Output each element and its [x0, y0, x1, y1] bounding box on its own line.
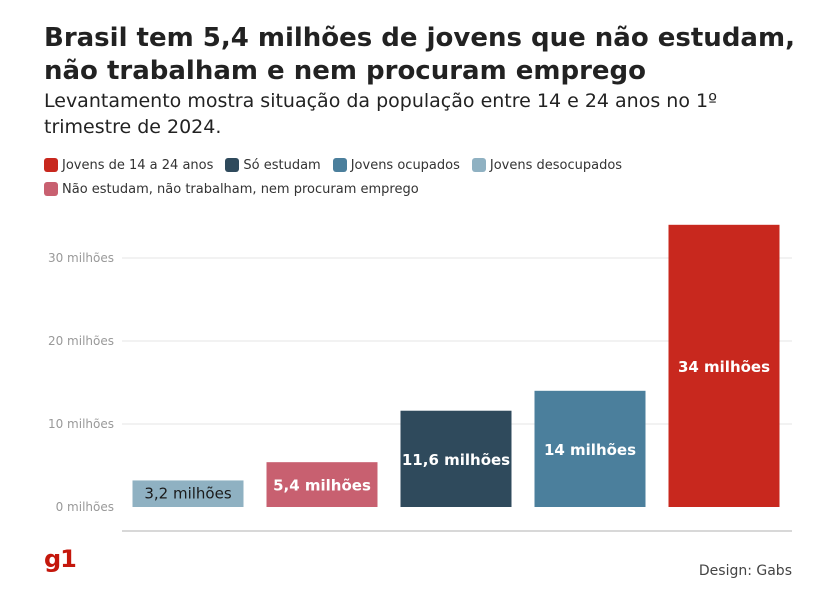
legend-item-ocupados: Jovens ocupados [332, 157, 460, 173]
bar-data-label: 11,6 milhões [402, 451, 510, 469]
y-tick-label: 0 milhões [56, 500, 114, 514]
bar-data-label: 3,2 milhões [144, 485, 231, 503]
legend: Jovens de 14 a 24 anos Só estudam Jovens… [44, 157, 784, 197]
g1-logo: g1 [44, 545, 77, 573]
y-tick-label: 10 milhões [48, 417, 114, 431]
chart-subtitle: Levantamento mostra situação da populaçã… [44, 90, 718, 138]
y-tick-label: 20 milhões [48, 334, 114, 348]
legend-label: Jovens ocupados [350, 157, 460, 173]
bar-data-label: 5,4 milhões [273, 477, 371, 495]
legend-label: Jovens de 14 a 24 anos [62, 157, 214, 173]
bar [266, 462, 378, 507]
legend-label: Não estudam, não trabalham, nem procuram… [62, 181, 419, 197]
legend-item-so-estudam: Só estudam [225, 157, 321, 173]
legend-swatch [225, 158, 240, 172]
legend-item-nem-nem: Não estudam, não trabalham, nem procuram… [44, 181, 419, 197]
legend-item-desocupados: Jovens desocupados [471, 157, 623, 173]
legend-swatch [44, 158, 58, 172]
chart-title: Brasil tem 5,4 milhões de jovens que não… [44, 23, 795, 86]
legend-swatch [44, 182, 58, 196]
bar [400, 410, 512, 507]
legend-label: Só estudam [243, 157, 321, 173]
legend-item-jovens-14-24: Jovens de 14 a 24 anos [44, 157, 213, 173]
bar-chart: 0 milhões 10 milhões 20 milhões 30 milhões 3… [48, 224, 792, 532]
legend-swatch [332, 158, 347, 172]
bar-data-label: 34 milhões [678, 358, 770, 376]
legend-label: Jovens desocupados [489, 157, 623, 173]
bar-data-label: 14 milhões [544, 441, 636, 459]
bar [132, 480, 244, 507]
legend-swatch [471, 158, 486, 172]
design-credit: Design: Gabs [698, 563, 792, 579]
bar [668, 224, 780, 508]
y-tick-label: 30 milhões [48, 251, 114, 265]
bar [534, 390, 646, 507]
